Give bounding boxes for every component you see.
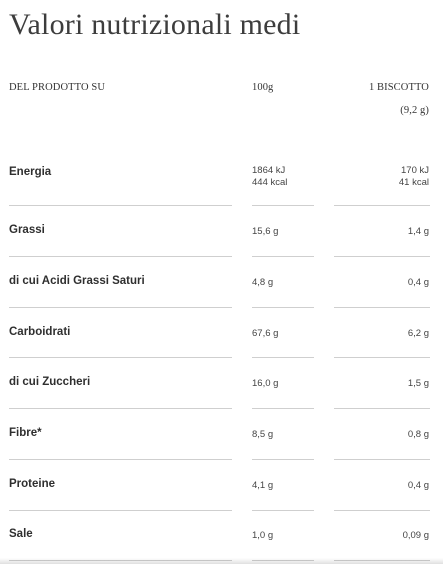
row-divider [252, 357, 314, 358]
bottom-edge-shadow [0, 558, 443, 564]
row-value-biscotto: 0,09 g [402, 530, 429, 541]
row-value-biscotto: 0,4 g [407, 480, 429, 491]
row-value-100g: 1,0 g [252, 530, 274, 541]
row-value-biscotto: 1,4 g [407, 226, 429, 237]
row-divider [252, 459, 314, 460]
value-kcal: 444 kcal [252, 177, 288, 188]
page-title: Valori nutrizionali medi [9, 8, 301, 41]
row-label: Carboidrati [9, 326, 71, 338]
value-kcal: 41 kcal [398, 177, 429, 188]
row-divider [252, 560, 314, 561]
row-label: Proteine [9, 478, 56, 490]
row-divider [334, 459, 430, 460]
row-value-100g: 4,1 g [252, 480, 274, 491]
table-row: Energia 1864 kJ 444 kcal 170 kJ 41 kcal [0, 160, 443, 206]
row-value-biscotto: 1,5 g [407, 378, 429, 389]
row-label: Grassi [9, 224, 45, 236]
row-divider [9, 307, 232, 308]
row-label: Fibre* [9, 427, 42, 439]
row-label: Energia [9, 166, 52, 178]
row-divider [252, 307, 314, 308]
row-divider [9, 408, 232, 409]
row-divider [252, 408, 314, 409]
value-kj: 170 kJ [401, 165, 429, 176]
row-value-biscotto: 0,4 g [407, 277, 429, 288]
row-divider [9, 560, 232, 561]
row-divider [334, 408, 430, 409]
row-divider [9, 205, 232, 206]
row-value-biscotto: 170 kJ 41 kcal [399, 165, 429, 189]
row-divider [252, 205, 314, 206]
header-product-label: DEL PRODOTTO SU [9, 82, 106, 93]
header-biscotto: 1 BISCOTTO (9,2 g) [369, 76, 429, 122]
row-value-100g: 15,6 g [252, 226, 279, 237]
row-value-100g: 4,8 g [252, 277, 274, 288]
row-divider [252, 510, 314, 511]
row-value-100g: 8,5 g [252, 429, 274, 440]
row-divider [9, 256, 232, 257]
header-biscotto-weight: (9,2 g) [400, 105, 429, 116]
row-divider [9, 510, 232, 511]
row-value-100g: 1864 kJ 444 kcal [252, 165, 287, 189]
row-divider [334, 205, 430, 206]
row-divider [334, 256, 430, 257]
row-value-100g: 67,6 g [252, 328, 279, 339]
row-value-biscotto: 6,2 g [407, 328, 429, 339]
header-biscotto-label: 1 BISCOTTO [368, 82, 429, 93]
row-divider [334, 307, 430, 308]
row-label: Sale [9, 528, 33, 540]
row-divider [334, 357, 430, 358]
row-divider [334, 560, 430, 561]
row-label: di cui Zuccheri [9, 376, 91, 388]
row-divider [334, 510, 430, 511]
row-divider [9, 459, 232, 460]
row-divider [9, 357, 232, 358]
row-value-100g: 16,0 g [252, 378, 279, 389]
row-divider [252, 256, 314, 257]
header-100g: 100g [252, 82, 274, 93]
row-label: di cui Acidi Grassi Saturi [9, 275, 145, 287]
value-kj: 1864 kJ [252, 165, 286, 176]
row-value-biscotto: 0,8 g [407, 429, 429, 440]
